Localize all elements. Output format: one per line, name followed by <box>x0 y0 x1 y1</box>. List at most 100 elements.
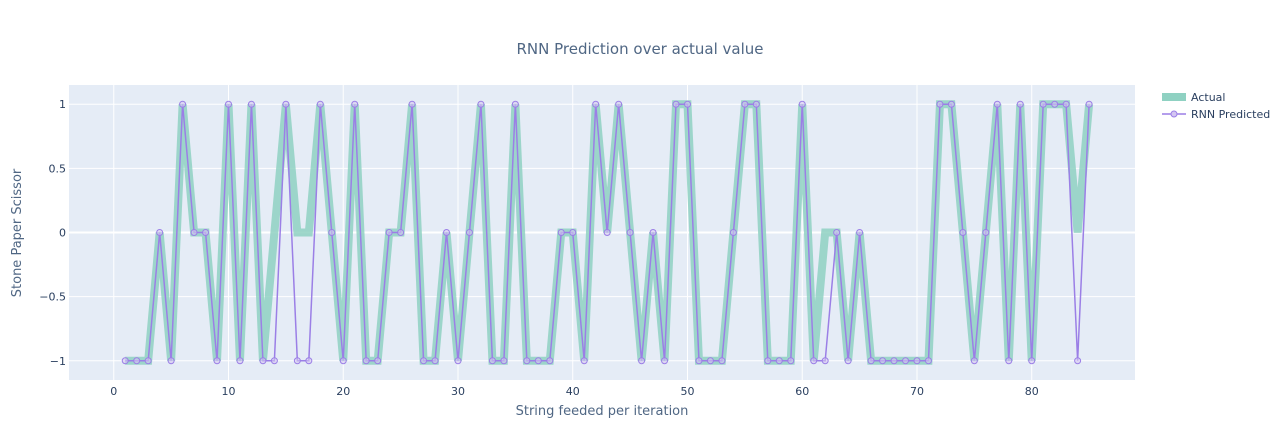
rnn-predicted-point <box>821 357 829 365</box>
rnn-predicted-point <box>546 357 554 365</box>
rnn-predicted-point <box>202 229 210 236</box>
rnn-predicted-point <box>982 229 990 236</box>
rnn-predicted-point <box>924 357 932 365</box>
rnn-predicted-point <box>810 357 818 365</box>
y-tick-label: 0.5 <box>49 162 67 175</box>
rnn-predicted-point <box>661 357 669 365</box>
x-tick-label: 40 <box>566 385 580 398</box>
rnn-predicted-point <box>764 357 772 365</box>
rnn-predicted-point <box>1028 357 1036 365</box>
rnn-predicted-point <box>936 100 944 108</box>
rnn-predicted-point <box>431 357 439 365</box>
x-tick-label: 50 <box>680 385 694 398</box>
y-axis-title: Stone Paper Scissor <box>10 168 25 297</box>
rnn-predicted-point <box>580 357 588 365</box>
rnn-predicted-point <box>443 229 451 236</box>
rnn-predicted-point <box>856 229 864 236</box>
legend-item-actual[interactable]: Actual <box>1162 91 1225 104</box>
rnn-predicted-point <box>569 229 577 236</box>
rnn-predicted-point <box>947 100 955 108</box>
x-tick-label: 0 <box>110 385 117 398</box>
rnn-predicted-point <box>339 357 347 365</box>
rnn-predicted-point <box>156 229 164 236</box>
rnn-predicted-point <box>328 229 336 236</box>
rnn-predicted-point <box>706 357 714 365</box>
rnn-predicted-point <box>695 357 703 365</box>
rnn-predicted-point <box>890 357 898 365</box>
rnn-predicted-point <box>362 357 370 365</box>
legend-label-actual: Actual <box>1191 91 1225 104</box>
rnn-predicted-point <box>879 357 887 365</box>
legend-marker-rnn-predicted <box>1170 110 1178 118</box>
y-tick-label: −0.5 <box>39 291 66 304</box>
rnn-predicted-point <box>133 357 141 365</box>
rnn-predicted-point <box>1085 100 1093 108</box>
rnn-predicted-point <box>511 100 519 108</box>
rnn-predicted-point <box>775 357 783 365</box>
rnn-predicted-point <box>798 100 806 108</box>
rnn-predicted-point <box>902 357 910 365</box>
rnn-predicted-point <box>741 100 749 108</box>
legend-item-rnn-predicted[interactable]: RNN Predicted <box>1162 108 1270 121</box>
rnn-predicted-point <box>649 229 657 236</box>
rnn-predicted-point <box>993 100 1001 108</box>
rnn-predicted-point <box>282 100 290 108</box>
rnn-predicted-point <box>385 229 393 236</box>
x-tick-label: 80 <box>1025 385 1039 398</box>
chart-title: RNN Prediction over actual value <box>516 40 763 58</box>
rnn-predicted-point <box>844 357 852 365</box>
rnn-predicted-point <box>190 229 198 236</box>
y-tick-label: −1 <box>50 355 66 368</box>
rnn-predicted-point <box>420 357 428 365</box>
rnn-predicted-point <box>534 357 542 365</box>
rnn-predicted-point <box>259 357 267 365</box>
rnn-predicted-point <box>293 357 301 365</box>
legend[interactable]: Actual RNN Predicted <box>1162 91 1270 121</box>
rnn-predicted-point <box>959 229 967 236</box>
rnn-predicted-point <box>1039 100 1047 108</box>
rnn-predicted-point <box>913 357 921 365</box>
legend-label-rnn-predicted: RNN Predicted <box>1191 108 1270 121</box>
rnn-predicted-point <box>718 357 726 365</box>
rnn-predicted-point <box>592 100 600 108</box>
x-tick-label: 20 <box>336 385 350 398</box>
rnn-predicted-point <box>477 100 485 108</box>
rnn-predicted-point <box>1016 100 1024 108</box>
rnn-predicted-point <box>454 357 462 365</box>
rnn-predicted-point <box>465 229 473 236</box>
rnn-predicted-point <box>179 100 187 108</box>
y-tick-label: 0 <box>59 227 66 240</box>
rnn-predicted-point <box>672 100 680 108</box>
rnn-predicted-point <box>374 357 382 365</box>
rnn-predicted-point <box>316 100 324 108</box>
rnn-predicted-point <box>488 357 496 365</box>
rnn-predicted-point <box>1051 100 1059 108</box>
x-tick-label: 10 <box>221 385 235 398</box>
rnn-predicted-point <box>557 229 565 236</box>
rnn-predicted-point <box>144 357 152 365</box>
rnn-predicted-point <box>683 100 691 108</box>
rnn-predicted-point <box>603 229 611 236</box>
rnn-predicted-point <box>626 229 634 236</box>
rnn-predicted-point <box>247 100 255 108</box>
x-tick-label: 60 <box>795 385 809 398</box>
rnn-predicted-point <box>351 100 359 108</box>
rnn-predicted-point <box>121 357 129 365</box>
rnn-predicted-point <box>867 357 875 365</box>
rnn-predicted-point <box>787 357 795 365</box>
rnn-predicted-point <box>970 357 978 365</box>
rnn-predicted-point <box>1074 357 1082 365</box>
rnn-predicted-point <box>638 357 646 365</box>
x-axis-title: String feeded per iteration <box>516 404 689 419</box>
rnn-predicted-point <box>305 357 313 365</box>
rnn-predicted-point <box>523 357 531 365</box>
rnn-predicted-point <box>167 357 175 365</box>
rnn-predicted-point <box>500 357 508 365</box>
rnn-predicted-point <box>270 357 278 365</box>
rnn-predicted-point <box>236 357 244 365</box>
rnn-predicted-point <box>615 100 623 108</box>
rnn-predicted-point <box>729 229 737 236</box>
rnn-predicted-point <box>224 100 232 108</box>
